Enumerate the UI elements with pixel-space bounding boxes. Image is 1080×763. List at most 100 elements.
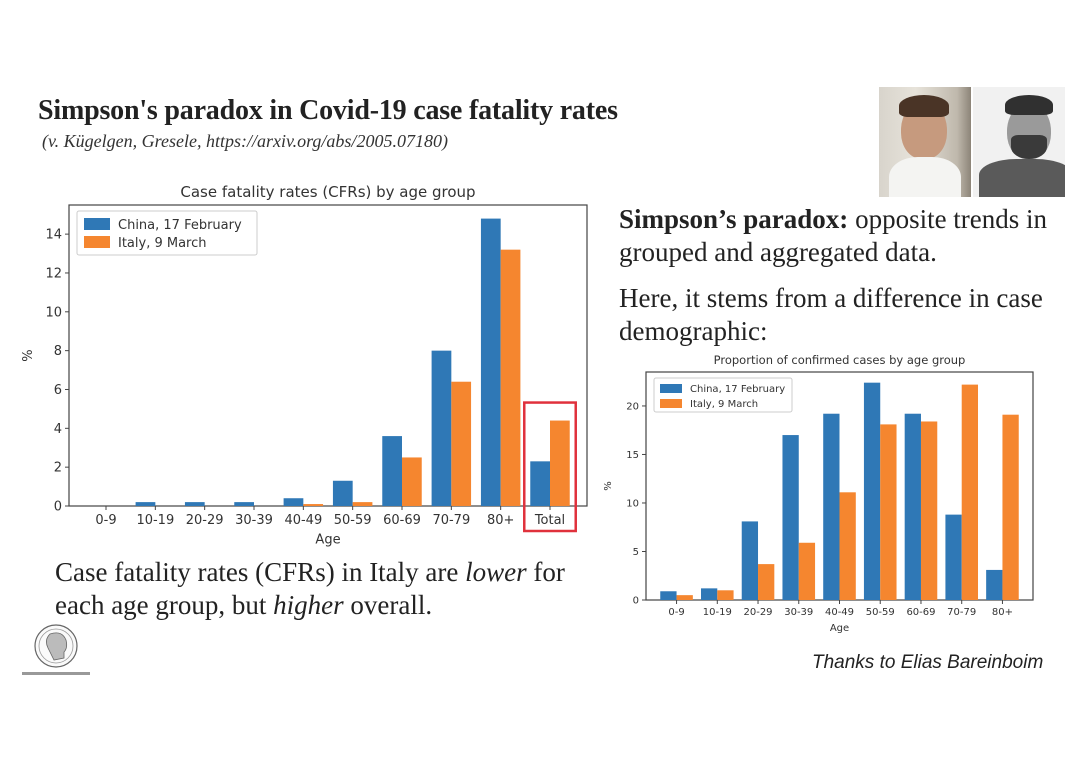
total-highlight-box <box>523 401 577 533</box>
legend-label-china: China, 17 February <box>690 384 785 395</box>
x-tick-label: 60-69 <box>906 607 935 618</box>
x-tick-label: 80+ <box>992 607 1013 618</box>
chart-title: Case fatality rates (CFRs) by age group <box>180 183 475 201</box>
y-tick-label: 10 <box>626 498 639 509</box>
x-tick-label: Total <box>534 513 565 528</box>
x-tick-label: 20-29 <box>186 513 224 528</box>
demographic-explanation: Here, it stems from a difference in case… <box>619 283 1043 346</box>
author-photos <box>879 87 1065 197</box>
x-tick-label: 0-9 <box>95 513 116 528</box>
acknowledgement: Thanks to Elias Bareinboim <box>812 652 1044 673</box>
author-photo-1 <box>879 87 971 197</box>
bar-italy-40-49 <box>303 504 324 506</box>
cfr-conclusion-part1: Case fatality rates (CFRs) in Italy are <box>55 557 466 587</box>
x-axis-label: Age <box>315 532 340 547</box>
bar-china-70-79 <box>431 350 452 506</box>
bar-italy-80+ <box>1002 414 1019 600</box>
y-tick-label: 15 <box>626 450 639 461</box>
cfr-conclusion-emphasis-higher: higher <box>273 590 344 620</box>
x-tick-label: 50-59 <box>866 607 895 618</box>
x-tick-label: 10-19 <box>136 513 174 528</box>
bar-italy-50-59 <box>352 502 373 506</box>
slide-title: Simpson's paradox in Covid-19 case fatal… <box>38 95 618 126</box>
y-axis-label: % <box>603 481 614 491</box>
legend-box <box>76 210 258 256</box>
bar-italy-70-79 <box>961 384 979 600</box>
bar-china-10-19 <box>700 588 718 600</box>
bar-china-80+ <box>986 569 1003 600</box>
y-tick-label: 2 <box>54 461 62 476</box>
author-photo-2 <box>973 87 1065 197</box>
bar-china-40-49 <box>283 498 304 506</box>
bar-china-80+ <box>480 218 501 506</box>
x-tick-label: 0-9 <box>668 607 684 618</box>
cfr-conclusion-emphasis-lower: lower <box>465 557 527 587</box>
bar-china-30-39 <box>782 435 799 600</box>
case-proportion-chart: Proportion of confirmed cases by age gro… <box>603 353 1034 634</box>
bar-italy-30-39 <box>798 542 816 600</box>
x-tick-label: 70-79 <box>947 607 976 618</box>
cfr-chart: Case fatality rates (CFRs) by age group 0… <box>21 183 588 547</box>
x-tick-label: 60-69 <box>383 513 421 528</box>
bar-china-40-49 <box>823 413 840 600</box>
bar-china-20-29 <box>741 521 759 600</box>
y-tick-label: 5 <box>633 547 639 558</box>
bar-italy-20-29 <box>758 564 775 600</box>
legend-box <box>653 377 793 413</box>
y-tick-label: 6 <box>54 383 62 398</box>
y-tick-label: 10 <box>45 305 62 320</box>
x-tick-label: 50-59 <box>334 513 372 528</box>
simpson-definition-text: opposite trends in grouped and aggregate… <box>619 204 1048 267</box>
legend-label-italy: Italy, 9 March <box>690 399 758 410</box>
x-tick-label: 10-19 <box>703 607 732 618</box>
chart-title: Proportion of confirmed cases by age gro… <box>714 353 966 367</box>
bar-china-70-79 <box>945 514 962 600</box>
legend-swatch-china <box>84 218 110 230</box>
plot-frame <box>68 204 588 507</box>
bar-italy-Total <box>550 420 570 506</box>
bar-china-50-59 <box>863 382 881 600</box>
y-tick-label: 20 <box>626 401 639 412</box>
bar-china-10-19 <box>135 502 156 506</box>
y-tick-label: 4 <box>54 422 62 437</box>
bar-italy-50-59 <box>880 424 897 600</box>
simpson-definition: Simpson’s paradox: opposite trends in gr… <box>619 203 1059 269</box>
x-axis-label: Age <box>830 623 849 634</box>
bar-italy-40-49 <box>839 492 856 600</box>
simpson-definition-lead: Simpson’s paradox: <box>619 204 849 234</box>
cfr-conclusion-part2: for each age group, but <box>55 557 565 620</box>
cfr-conclusion: Case fatality rates (CFRs) in Italy are … <box>55 556 595 622</box>
y-tick-label: 0 <box>54 500 62 515</box>
x-tick-label: 30-39 <box>235 513 273 528</box>
bar-china-20-29 <box>184 502 205 506</box>
y-tick-label: 8 <box>54 344 62 359</box>
bar-china-50-59 <box>332 480 353 506</box>
slide-citation: (v. Kügelgen, Gresele, https://arxiv.org… <box>42 131 448 151</box>
bar-italy-80+ <box>500 249 521 506</box>
bar-china-60-69 <box>382 436 402 506</box>
y-axis-label: % <box>21 349 36 361</box>
bar-china-0-9 <box>660 591 677 600</box>
x-tick-label: 20-29 <box>743 607 772 618</box>
bar-china-Total <box>530 461 550 506</box>
legend-swatch-china <box>660 384 682 393</box>
bar-china-30-39 <box>234 502 254 506</box>
bar-italy-60-69 <box>920 421 938 600</box>
x-tick-label: 40-49 <box>825 607 854 618</box>
bar-italy-70-79 <box>451 381 472 506</box>
legend-swatch-italy <box>84 236 110 248</box>
legend-label-china: China, 17 February <box>118 218 242 233</box>
cfr-conclusion-part3: overall. <box>343 590 433 620</box>
bar-italy-0-9 <box>676 595 693 600</box>
max-planck-logo <box>22 624 90 675</box>
bar-italy-10-19 <box>717 590 734 600</box>
legend-label-italy: Italy, 9 March <box>118 236 207 251</box>
x-tick-label: 40-49 <box>284 513 322 528</box>
legend-swatch-italy <box>660 399 682 408</box>
y-tick-label: 12 <box>45 267 62 282</box>
x-tick-label: 80+ <box>487 513 514 528</box>
y-tick-label: 14 <box>45 228 62 243</box>
x-tick-label: 30-39 <box>784 607 813 618</box>
y-tick-label: 0 <box>633 596 639 607</box>
x-tick-label: 70-79 <box>432 513 470 528</box>
